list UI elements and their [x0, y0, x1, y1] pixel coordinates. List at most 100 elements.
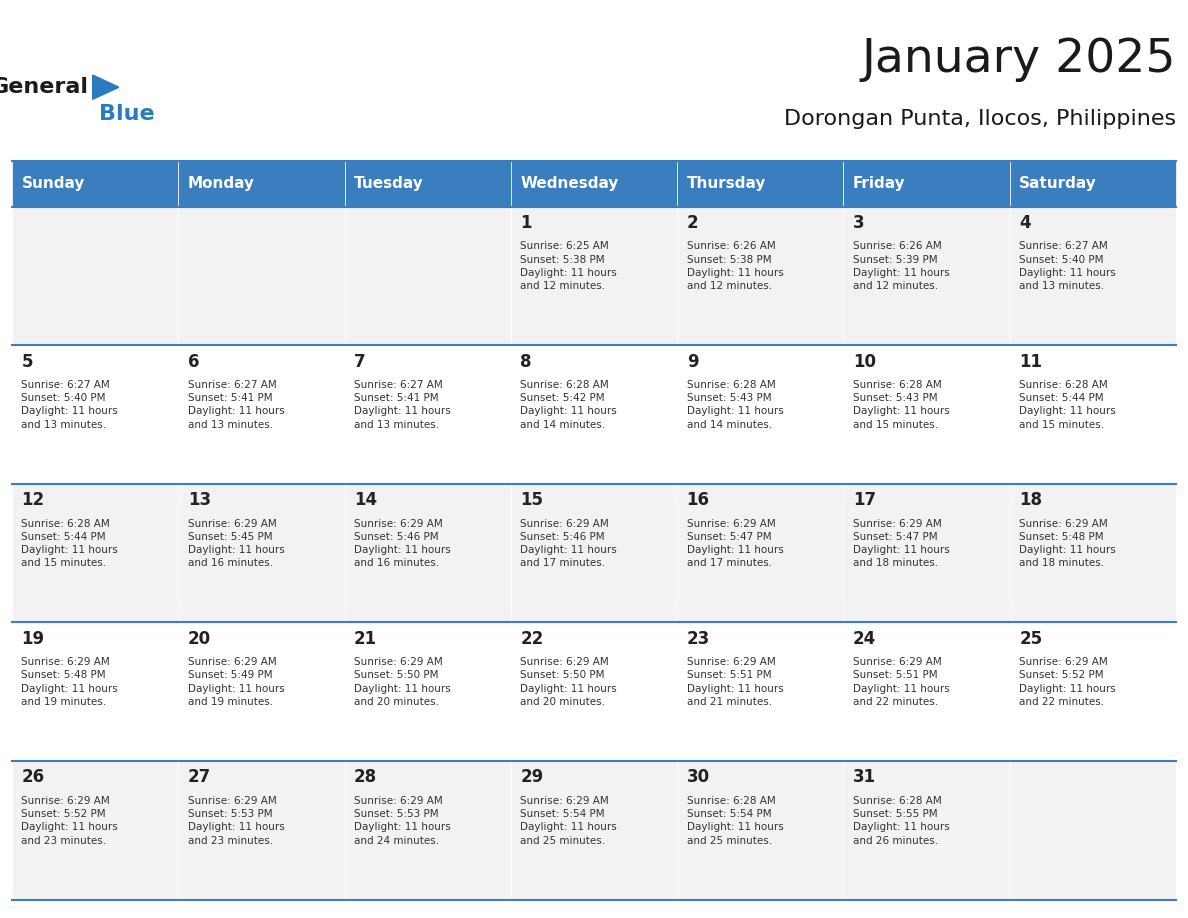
Text: Sunrise: 6:27 AM
Sunset: 5:41 PM
Daylight: 11 hours
and 13 minutes.: Sunrise: 6:27 AM Sunset: 5:41 PM Dayligh… [354, 380, 450, 430]
FancyBboxPatch shape [178, 207, 345, 345]
Text: 12: 12 [21, 491, 44, 509]
Text: 14: 14 [354, 491, 377, 509]
FancyBboxPatch shape [12, 345, 178, 484]
Text: Wednesday: Wednesday [520, 176, 619, 191]
Text: Sunrise: 6:29 AM
Sunset: 5:51 PM
Daylight: 11 hours
and 22 minutes.: Sunrise: 6:29 AM Sunset: 5:51 PM Dayligh… [853, 657, 949, 707]
Text: 22: 22 [520, 630, 544, 648]
Text: Blue: Blue [99, 104, 154, 124]
Text: Sunrise: 6:28 AM
Sunset: 5:54 PM
Daylight: 11 hours
and 25 minutes.: Sunrise: 6:28 AM Sunset: 5:54 PM Dayligh… [687, 796, 783, 845]
FancyBboxPatch shape [345, 161, 511, 207]
Text: 3: 3 [853, 214, 865, 232]
Text: 7: 7 [354, 353, 366, 371]
Text: Monday: Monday [188, 176, 254, 191]
Text: Sunrise: 6:29 AM
Sunset: 5:50 PM
Daylight: 11 hours
and 20 minutes.: Sunrise: 6:29 AM Sunset: 5:50 PM Dayligh… [520, 657, 617, 707]
FancyBboxPatch shape [1010, 345, 1176, 484]
Text: 16: 16 [687, 491, 709, 509]
FancyBboxPatch shape [843, 622, 1010, 761]
FancyBboxPatch shape [677, 761, 843, 900]
Text: Sunrise: 6:29 AM
Sunset: 5:47 PM
Daylight: 11 hours
and 17 minutes.: Sunrise: 6:29 AM Sunset: 5:47 PM Dayligh… [687, 519, 783, 568]
FancyBboxPatch shape [1010, 207, 1176, 345]
FancyBboxPatch shape [511, 161, 677, 207]
FancyBboxPatch shape [843, 761, 1010, 900]
Text: Tuesday: Tuesday [354, 176, 424, 191]
FancyBboxPatch shape [843, 161, 1010, 207]
FancyBboxPatch shape [511, 345, 677, 484]
Text: Sunrise: 6:29 AM
Sunset: 5:54 PM
Daylight: 11 hours
and 25 minutes.: Sunrise: 6:29 AM Sunset: 5:54 PM Dayligh… [520, 796, 617, 845]
Text: 24: 24 [853, 630, 877, 648]
Text: 6: 6 [188, 353, 200, 371]
Text: General: General [0, 77, 89, 97]
Text: 28: 28 [354, 768, 377, 787]
Text: Sunrise: 6:29 AM
Sunset: 5:52 PM
Daylight: 11 hours
and 23 minutes.: Sunrise: 6:29 AM Sunset: 5:52 PM Dayligh… [21, 796, 118, 845]
Text: Sunrise: 6:27 AM
Sunset: 5:41 PM
Daylight: 11 hours
and 13 minutes.: Sunrise: 6:27 AM Sunset: 5:41 PM Dayligh… [188, 380, 284, 430]
Text: Sunrise: 6:29 AM
Sunset: 5:50 PM
Daylight: 11 hours
and 20 minutes.: Sunrise: 6:29 AM Sunset: 5:50 PM Dayligh… [354, 657, 450, 707]
Text: 4: 4 [1019, 214, 1031, 232]
FancyBboxPatch shape [345, 622, 511, 761]
FancyBboxPatch shape [677, 207, 843, 345]
Polygon shape [93, 75, 119, 99]
Text: January 2025: January 2025 [861, 37, 1176, 83]
FancyBboxPatch shape [1010, 761, 1176, 900]
Text: 1: 1 [520, 214, 532, 232]
FancyBboxPatch shape [345, 761, 511, 900]
Text: Sunrise: 6:26 AM
Sunset: 5:39 PM
Daylight: 11 hours
and 12 minutes.: Sunrise: 6:26 AM Sunset: 5:39 PM Dayligh… [853, 241, 949, 291]
Text: Sunrise: 6:28 AM
Sunset: 5:44 PM
Daylight: 11 hours
and 15 minutes.: Sunrise: 6:28 AM Sunset: 5:44 PM Dayligh… [1019, 380, 1116, 430]
FancyBboxPatch shape [178, 345, 345, 484]
FancyBboxPatch shape [12, 622, 178, 761]
FancyBboxPatch shape [1010, 622, 1176, 761]
Text: 8: 8 [520, 353, 532, 371]
Text: 17: 17 [853, 491, 876, 509]
FancyBboxPatch shape [178, 161, 345, 207]
Text: Sunrise: 6:29 AM
Sunset: 5:46 PM
Daylight: 11 hours
and 17 minutes.: Sunrise: 6:29 AM Sunset: 5:46 PM Dayligh… [520, 519, 617, 568]
Text: 15: 15 [520, 491, 543, 509]
Text: 30: 30 [687, 768, 709, 787]
FancyBboxPatch shape [178, 761, 345, 900]
Text: Sunday: Sunday [21, 176, 84, 191]
Text: Sunrise: 6:29 AM
Sunset: 5:53 PM
Daylight: 11 hours
and 23 minutes.: Sunrise: 6:29 AM Sunset: 5:53 PM Dayligh… [188, 796, 284, 845]
Text: Sunrise: 6:29 AM
Sunset: 5:51 PM
Daylight: 11 hours
and 21 minutes.: Sunrise: 6:29 AM Sunset: 5:51 PM Dayligh… [687, 657, 783, 707]
FancyBboxPatch shape [843, 484, 1010, 622]
Text: 23: 23 [687, 630, 710, 648]
Text: 19: 19 [21, 630, 44, 648]
Text: Dorongan Punta, Ilocos, Philippines: Dorongan Punta, Ilocos, Philippines [784, 109, 1176, 129]
Text: Sunrise: 6:29 AM
Sunset: 5:49 PM
Daylight: 11 hours
and 19 minutes.: Sunrise: 6:29 AM Sunset: 5:49 PM Dayligh… [188, 657, 284, 707]
Text: 20: 20 [188, 630, 210, 648]
FancyBboxPatch shape [1010, 161, 1176, 207]
FancyBboxPatch shape [677, 622, 843, 761]
FancyBboxPatch shape [345, 345, 511, 484]
Text: Sunrise: 6:27 AM
Sunset: 5:40 PM
Daylight: 11 hours
and 13 minutes.: Sunrise: 6:27 AM Sunset: 5:40 PM Dayligh… [21, 380, 118, 430]
Text: 25: 25 [1019, 630, 1042, 648]
FancyBboxPatch shape [677, 161, 843, 207]
FancyBboxPatch shape [345, 207, 511, 345]
Text: Sunrise: 6:28 AM
Sunset: 5:44 PM
Daylight: 11 hours
and 15 minutes.: Sunrise: 6:28 AM Sunset: 5:44 PM Dayligh… [21, 519, 118, 568]
FancyBboxPatch shape [511, 207, 677, 345]
Text: 26: 26 [21, 768, 44, 787]
Text: Sunrise: 6:29 AM
Sunset: 5:48 PM
Daylight: 11 hours
and 19 minutes.: Sunrise: 6:29 AM Sunset: 5:48 PM Dayligh… [21, 657, 118, 707]
Text: 29: 29 [520, 768, 544, 787]
Text: Sunrise: 6:27 AM
Sunset: 5:40 PM
Daylight: 11 hours
and 13 minutes.: Sunrise: 6:27 AM Sunset: 5:40 PM Dayligh… [1019, 241, 1116, 291]
FancyBboxPatch shape [178, 484, 345, 622]
FancyBboxPatch shape [12, 484, 178, 622]
Text: 9: 9 [687, 353, 699, 371]
FancyBboxPatch shape [12, 207, 178, 345]
Text: Friday: Friday [853, 176, 905, 191]
Text: Sunrise: 6:29 AM
Sunset: 5:48 PM
Daylight: 11 hours
and 18 minutes.: Sunrise: 6:29 AM Sunset: 5:48 PM Dayligh… [1019, 519, 1116, 568]
FancyBboxPatch shape [178, 622, 345, 761]
Text: Sunrise: 6:28 AM
Sunset: 5:42 PM
Daylight: 11 hours
and 14 minutes.: Sunrise: 6:28 AM Sunset: 5:42 PM Dayligh… [520, 380, 617, 430]
Text: Sunrise: 6:29 AM
Sunset: 5:46 PM
Daylight: 11 hours
and 16 minutes.: Sunrise: 6:29 AM Sunset: 5:46 PM Dayligh… [354, 519, 450, 568]
FancyBboxPatch shape [677, 345, 843, 484]
FancyBboxPatch shape [511, 761, 677, 900]
FancyBboxPatch shape [12, 761, 178, 900]
Text: 11: 11 [1019, 353, 1042, 371]
Text: 10: 10 [853, 353, 876, 371]
Text: Sunrise: 6:29 AM
Sunset: 5:52 PM
Daylight: 11 hours
and 22 minutes.: Sunrise: 6:29 AM Sunset: 5:52 PM Dayligh… [1019, 657, 1116, 707]
FancyBboxPatch shape [511, 484, 677, 622]
Text: Saturday: Saturday [1019, 176, 1097, 191]
Text: Sunrise: 6:28 AM
Sunset: 5:55 PM
Daylight: 11 hours
and 26 minutes.: Sunrise: 6:28 AM Sunset: 5:55 PM Dayligh… [853, 796, 949, 845]
Text: 13: 13 [188, 491, 210, 509]
FancyBboxPatch shape [843, 345, 1010, 484]
FancyBboxPatch shape [12, 161, 178, 207]
Text: Sunrise: 6:28 AM
Sunset: 5:43 PM
Daylight: 11 hours
and 15 minutes.: Sunrise: 6:28 AM Sunset: 5:43 PM Dayligh… [853, 380, 949, 430]
FancyBboxPatch shape [345, 484, 511, 622]
Text: 31: 31 [853, 768, 876, 787]
